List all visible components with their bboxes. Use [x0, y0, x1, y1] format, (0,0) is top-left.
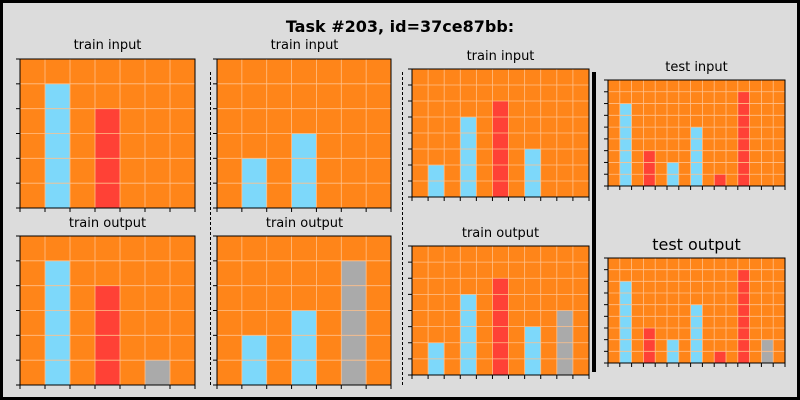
bar-col-7: [524, 326, 541, 375]
grid-ex1-input: [16, 58, 196, 212]
bar-col-7: [690, 304, 703, 363]
grid-test-input: [604, 79, 786, 190]
grid-border: [607, 79, 786, 187]
bar-col-3: [643, 150, 656, 186]
grid-ex3-output: [408, 245, 590, 379]
panel-title-ex2-input: train input: [270, 38, 339, 53]
panel-title-ex1-input: train input: [73, 38, 142, 53]
panel-title-ex1-output: train output: [68, 216, 147, 231]
separator-dashed-1: [210, 72, 211, 385]
page-title: Task #203, id=37ce87bb:: [285, 17, 515, 36]
grid-ex2-input: [213, 58, 392, 212]
bar-col-1: [45, 260, 70, 385]
bar-col-9: [714, 174, 726, 186]
grid-ex2-output: [213, 235, 392, 389]
separator-solid: [592, 72, 596, 372]
bar-col-3: [643, 328, 656, 363]
bar-col-9: [714, 351, 726, 363]
panel-title-ex3-input: train input: [466, 49, 535, 64]
grid-test-output: [604, 257, 786, 367]
bar-col-3: [460, 117, 477, 197]
bar-col-5: [341, 260, 367, 385]
separator-dashed-2: [402, 72, 403, 385]
bar-col-7: [524, 149, 541, 197]
panel-title-test-input: test input: [665, 60, 728, 75]
grid-ex1-output: [16, 235, 196, 389]
panel-title-test-output: test output: [652, 235, 741, 254]
grid-border: [607, 257, 786, 364]
bar-col-3: [460, 294, 477, 375]
bar-col-1: [45, 83, 70, 208]
bar-col-3: [291, 310, 317, 385]
bar-col-1: [619, 103, 632, 186]
bar-col-1: [619, 281, 632, 363]
bar-col-7: [690, 127, 703, 186]
panel-title-ex3-output: train output: [461, 226, 540, 241]
bar-col-3: [291, 133, 317, 208]
bar-col-5: [145, 360, 170, 385]
grid-ex3-input: [408, 68, 590, 201]
panel-title-ex2-output: train output: [265, 216, 344, 231]
